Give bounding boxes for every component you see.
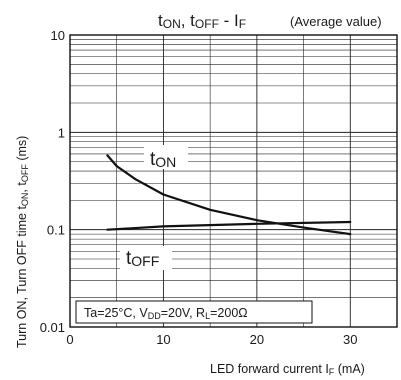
x-tick-label: 10 (156, 332, 170, 347)
y-axis-label: Turn ON, Turn OFF time tON, tOFF (ms) (15, 136, 30, 348)
series-layer (106, 154, 352, 236)
series-label-ton-bg (144, 145, 188, 169)
chart-title-note: (Average value) (290, 14, 382, 29)
series-line-toff (106, 220, 352, 231)
grid (70, 35, 397, 327)
chart-title: tON, tOFF - IF (158, 11, 246, 31)
y-tick-label: 0.01 (40, 320, 65, 335)
x-tick-label: 30 (343, 332, 357, 347)
x-tick-label: 20 (250, 332, 264, 347)
y-tick-label: 1 (58, 125, 65, 140)
x-tick-labels: 0 10 20 30 (66, 332, 357, 347)
x-tick-label: 0 (66, 332, 73, 347)
conditions-text: Ta=25°C, VDD=20V, RL=200Ω (84, 306, 248, 321)
series-label-ton: tON (150, 149, 176, 170)
conditions-box (75, 300, 313, 324)
series-label-toff-bg (120, 246, 172, 270)
series-line-ton (106, 154, 352, 236)
plot-frame (69, 34, 398, 328)
y-tick-label: 10 (51, 28, 65, 43)
y-tick-label: 0.1 (47, 223, 65, 238)
x-axis-label: LED forward current IF (mA) (210, 362, 365, 377)
series-label-toff: tOFF (126, 248, 159, 269)
y-tick-labels: 10 1 0.1 0.01 (40, 28, 65, 335)
